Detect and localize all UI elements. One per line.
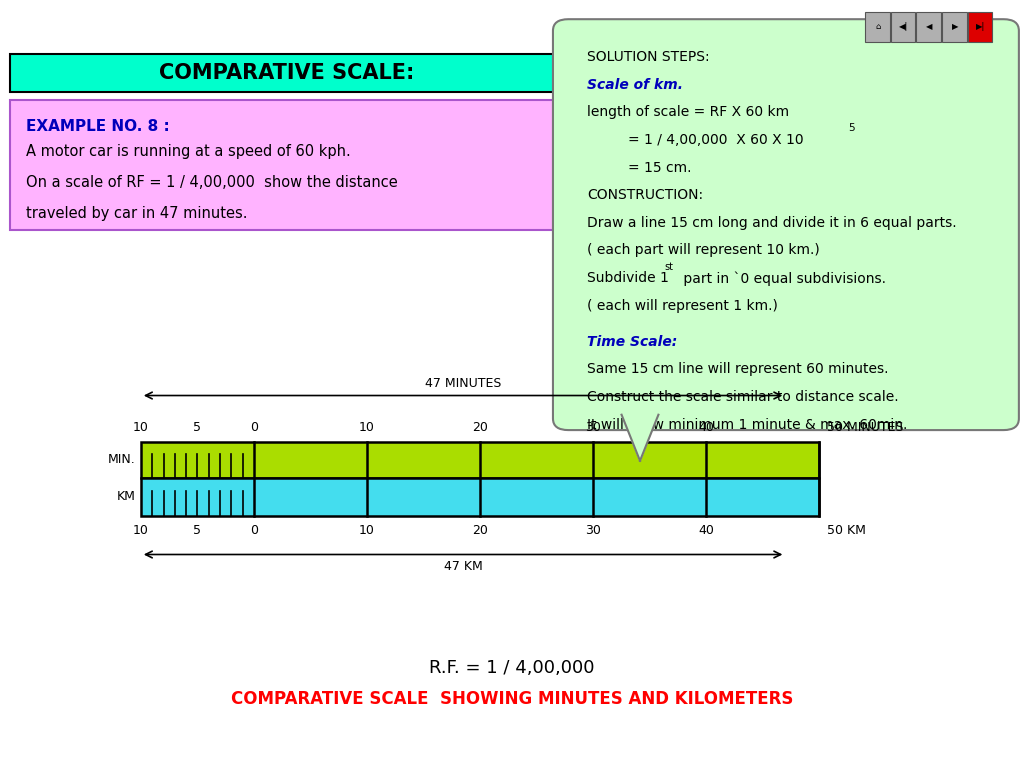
Bar xyxy=(968,12,992,42)
Text: KM: KM xyxy=(117,491,136,503)
Text: Same 15 cm line will represent 60 minutes.: Same 15 cm line will represent 60 minute… xyxy=(587,362,888,376)
Text: = 15 cm.: = 15 cm. xyxy=(628,161,691,174)
Text: 47 KM: 47 KM xyxy=(443,560,482,573)
Text: CONSTRUCTION:: CONSTRUCTION: xyxy=(587,188,702,202)
Bar xyxy=(141,478,819,516)
Bar xyxy=(942,12,967,42)
Text: A motor car is running at a speed of 60 kph.: A motor car is running at a speed of 60 … xyxy=(26,144,350,160)
Text: 5: 5 xyxy=(848,123,854,133)
Text: Draw a line 15 cm long and divide it in 6 equal parts.: Draw a line 15 cm long and divide it in … xyxy=(587,216,956,230)
Text: ▶|: ▶| xyxy=(976,22,985,31)
Text: part in `0 equal subdivisions.: part in `0 equal subdivisions. xyxy=(679,271,886,286)
Text: st: st xyxy=(665,262,674,272)
Text: 5: 5 xyxy=(194,421,202,434)
Bar xyxy=(10,100,563,230)
Text: ◀|: ◀| xyxy=(899,22,908,31)
Text: ( each part will represent 10 km.): ( each part will represent 10 km.) xyxy=(587,243,819,257)
Text: 50 KM: 50 KM xyxy=(827,524,866,537)
Text: SOLUTION STEPS:: SOLUTION STEPS: xyxy=(587,50,710,64)
Text: ▶: ▶ xyxy=(951,22,958,31)
Text: Subdivide 1: Subdivide 1 xyxy=(587,271,669,285)
Text: length of scale = RF X 60 km: length of scale = RF X 60 km xyxy=(587,105,788,119)
Polygon shape xyxy=(622,415,658,461)
Text: 10: 10 xyxy=(359,524,375,537)
Text: 30: 30 xyxy=(585,524,601,537)
Text: 5: 5 xyxy=(194,524,202,537)
Text: On a scale of RF = 1 / 4,00,000  show the distance: On a scale of RF = 1 / 4,00,000 show the… xyxy=(26,175,397,190)
Text: 40: 40 xyxy=(698,421,714,434)
Text: 47 MINUTES: 47 MINUTES xyxy=(425,377,502,390)
Text: 30: 30 xyxy=(585,421,601,434)
Bar xyxy=(141,442,819,478)
Text: 0: 0 xyxy=(250,421,258,434)
Text: COMPARATIVE SCALE  SHOWING MINUTES AND KILOMETERS: COMPARATIVE SCALE SHOWING MINUTES AND KI… xyxy=(230,690,794,708)
Text: ◀: ◀ xyxy=(926,22,933,31)
Bar xyxy=(10,54,563,92)
Text: Construct the scale similar to distance scale.: Construct the scale similar to distance … xyxy=(587,390,898,404)
Text: Time Scale:: Time Scale: xyxy=(587,335,677,349)
Text: 0: 0 xyxy=(250,524,258,537)
Text: EXAMPLE NO. 8 :: EXAMPLE NO. 8 : xyxy=(26,119,169,134)
Text: traveled by car in 47 minutes.: traveled by car in 47 minutes. xyxy=(26,206,247,221)
Bar xyxy=(865,12,890,42)
Text: Scale of km.: Scale of km. xyxy=(587,78,683,91)
Text: 20: 20 xyxy=(472,524,488,537)
Text: MIN.: MIN. xyxy=(109,453,136,466)
Text: R.F. = 1 / 4,00,000: R.F. = 1 / 4,00,000 xyxy=(429,659,595,677)
Text: ⌂: ⌂ xyxy=(876,22,881,31)
Text: It will show minimum 1 minute & max. 60min.: It will show minimum 1 minute & max. 60m… xyxy=(587,418,907,432)
Text: COMPARATIVE SCALE:: COMPARATIVE SCALE: xyxy=(159,63,415,83)
FancyBboxPatch shape xyxy=(553,19,1019,430)
Text: 40: 40 xyxy=(698,524,714,537)
Text: 10: 10 xyxy=(359,421,375,434)
Text: = 1 / 4,00,000  X 60 X 10: = 1 / 4,00,000 X 60 X 10 xyxy=(628,133,804,147)
Bar xyxy=(891,12,915,42)
Text: 10: 10 xyxy=(133,524,148,537)
Text: 50 MINUTES: 50 MINUTES xyxy=(827,421,904,434)
Bar xyxy=(916,12,941,42)
Text: ( each will represent 1 km.): ( each will represent 1 km.) xyxy=(587,299,777,313)
Text: 10: 10 xyxy=(133,421,148,434)
Text: 20: 20 xyxy=(472,421,488,434)
